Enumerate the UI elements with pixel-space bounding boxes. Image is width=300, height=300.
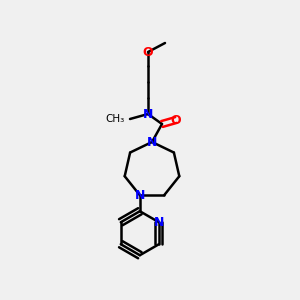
Text: CH₃: CH₃	[106, 114, 125, 124]
Text: N: N	[143, 107, 153, 121]
Text: N: N	[135, 189, 145, 202]
Text: O: O	[171, 113, 181, 127]
Text: N: N	[154, 216, 164, 229]
Text: O: O	[143, 46, 153, 59]
Text: N: N	[147, 136, 157, 148]
